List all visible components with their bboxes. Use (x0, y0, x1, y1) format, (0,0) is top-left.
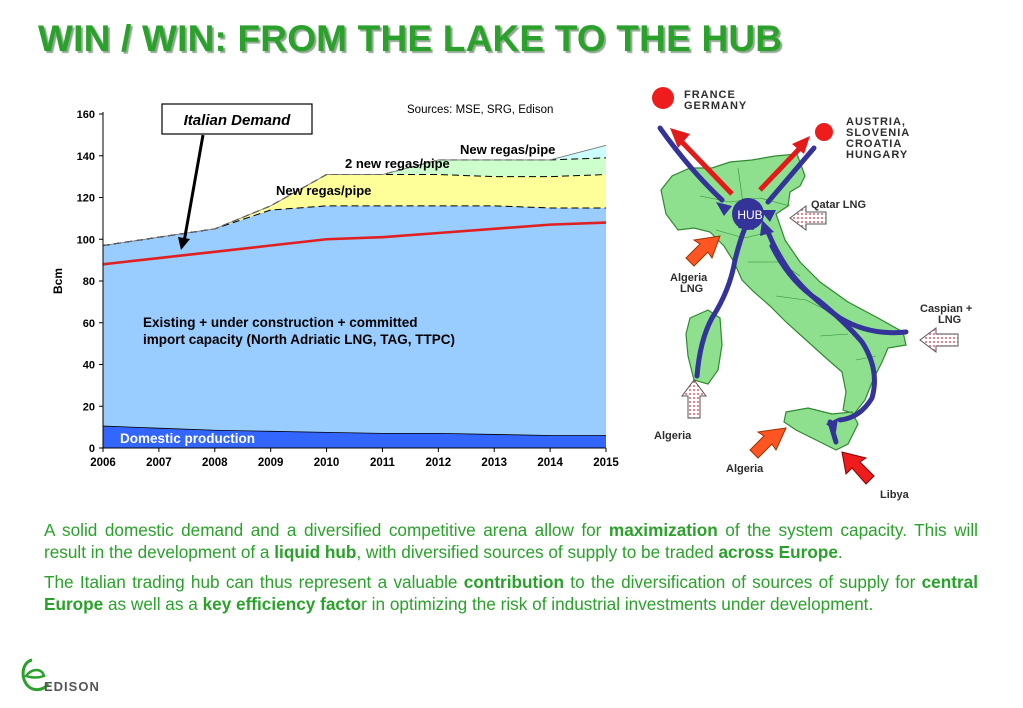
series-boundary-1 (102, 425, 606, 436)
label-france: FRANCE (684, 89, 736, 101)
label-qatar-lng: Qatar LNG (811, 199, 866, 211)
y-tick-label: 140 (77, 151, 95, 163)
page-title: WIN / WIN: FROM THE LAKE TO THE HUB (38, 18, 783, 59)
x-tick-label: 2011 (370, 457, 396, 469)
p1-run-4: , with diversified sources of supply to … (356, 541, 719, 562)
label-algeria-sicily: Algeria (726, 463, 764, 475)
chart-axes: 0 20 40 60 80 100 120 140 160 2006 2007 2008 2009 201… (51, 109, 619, 469)
p1-run-5-emphasis: across Europe (718, 541, 838, 562)
y-tick-label: 160 (77, 109, 95, 121)
p2-run-2: to the diversification of sources of sup… (564, 572, 922, 592)
x-tick-label: 2006 (90, 457, 116, 469)
paragraph-1: A solid domestic demand and a diversifie… (44, 520, 978, 563)
label-croatia: CROATIA (846, 138, 902, 150)
p1-run-0: A solid domestic demand and a diversifie… (44, 520, 609, 540)
y-tick-label: 0 (89, 443, 95, 455)
label-existing-line2: import capacity (North Adriatic LNG, TAG… (143, 332, 455, 347)
label-regas-3: New regas/pipe (460, 142, 555, 157)
x-tick-label: 2012 (426, 457, 452, 469)
algeria-sardinia-arrow (681, 379, 707, 419)
paragraph-2: The Italian trading hub can thus represe… (44, 572, 978, 615)
y-tick-label: 40 (83, 360, 95, 372)
p1-run-6: . (837, 541, 843, 562)
qatar-lng-arrow (789, 205, 827, 231)
algeria-lng-arrow (685, 235, 721, 267)
y-axis-label: Bcm (51, 268, 65, 294)
export-lines (678, 138, 802, 196)
y-tick-label: 60 (83, 318, 95, 330)
demand-callout-arrowhead (178, 237, 190, 250)
p2-run-5-emphasis: key efficiency facto (202, 593, 362, 614)
export-arrowheads (670, 128, 810, 154)
p1-run-1-emphasis: maximization (608, 520, 718, 540)
demand-callout-label: Italian Demand (184, 112, 292, 129)
france-germany-dot (652, 87, 674, 109)
label-caspian-2: LNG (938, 314, 961, 326)
p1-run-2: of the system capacity. This will result… (44, 520, 978, 562)
p2-run-6: r in optimizing the risk of industrial i… (361, 593, 874, 614)
area-series-1 (103, 205, 606, 448)
chart-dividers (102, 144, 607, 436)
demand-line (102, 221, 607, 266)
demand-callout-box (161, 103, 313, 135)
x-tick-label: 2009 (258, 457, 284, 469)
label-algeria-lng-1: Algeria (670, 272, 708, 284)
chart-annotations: Sources: MSE, SRG, Edison Italian Demand… (120, 103, 555, 446)
demand-callout-arrow (182, 134, 205, 243)
label-libya: Libya (880, 489, 910, 501)
y-tick-label: 80 (83, 276, 95, 288)
algeria-sicily-arrow (749, 427, 787, 459)
x-tick-label: 2010 (314, 457, 340, 469)
label-germany: GERMANY (684, 100, 747, 112)
italy-mainland-shape (660, 153, 907, 415)
p1-run-3-emphasis: liquid hub (274, 541, 357, 562)
p2-run-1-emphasis: contribution (463, 572, 565, 592)
source-label: Sources: MSE, SRG, Edison (407, 104, 553, 116)
body-text: A solid domestic demand and a diversifie… (44, 520, 978, 624)
area-series-0 (103, 426, 606, 448)
label-hungary: HUNGARY (846, 149, 908, 161)
edison-logo: EDISON (21, 658, 100, 694)
y-tick-label: 120 (77, 193, 95, 205)
inflow-lines (657, 125, 909, 445)
series-boundary-2 (102, 205, 606, 247)
label-austria: AUSTRIA, (846, 116, 906, 128)
logo-text: EDISON (44, 679, 100, 694)
label-regas-2: 2 new regas/pipe (345, 156, 450, 171)
label-slovenia: SLOVENIA (846, 127, 910, 139)
austria-dot (815, 123, 833, 141)
hub-label: HUB (737, 208, 762, 222)
p2-run-4: as well as a (103, 593, 203, 614)
libya-arrow (841, 451, 875, 485)
sardinia-shape (685, 309, 723, 385)
hub-circle (732, 198, 764, 230)
x-tick-label: 2007 (146, 457, 172, 469)
x-tick-label: 2014 (537, 457, 563, 469)
sicily-shape (783, 407, 859, 451)
label-existing-line1: Existing + under construction + committe… (143, 315, 418, 330)
p2-run-3-emphasis: central Europe (44, 572, 978, 614)
y-tick-label: 20 (83, 401, 95, 413)
y-tick-label: 100 (77, 234, 95, 246)
x-tick-label: 2013 (481, 457, 507, 469)
italy-gas-flow-map: HUB FRANCE GERMANY AUSTRIA, SLOVENIA CRO… (652, 87, 972, 501)
caspian-arrow (919, 327, 959, 353)
label-regas-1: New regas/pipe (276, 183, 371, 198)
label-algeria-lng-2: LNG (680, 283, 703, 295)
x-tick-label: 2008 (202, 457, 228, 469)
p2-run-0: The Italian trading hub can thus represe… (44, 572, 464, 592)
capacity-demand-chart: 0 20 40 60 80 100 120 140 160 2006 2007 2008 2009 201… (51, 103, 619, 469)
label-algeria-sardinia: Algeria (654, 430, 692, 442)
label-domestic: Domestic production (120, 431, 255, 446)
x-tick-label: 2015 (593, 457, 619, 469)
label-caspian-1: Caspian + (920, 303, 972, 315)
